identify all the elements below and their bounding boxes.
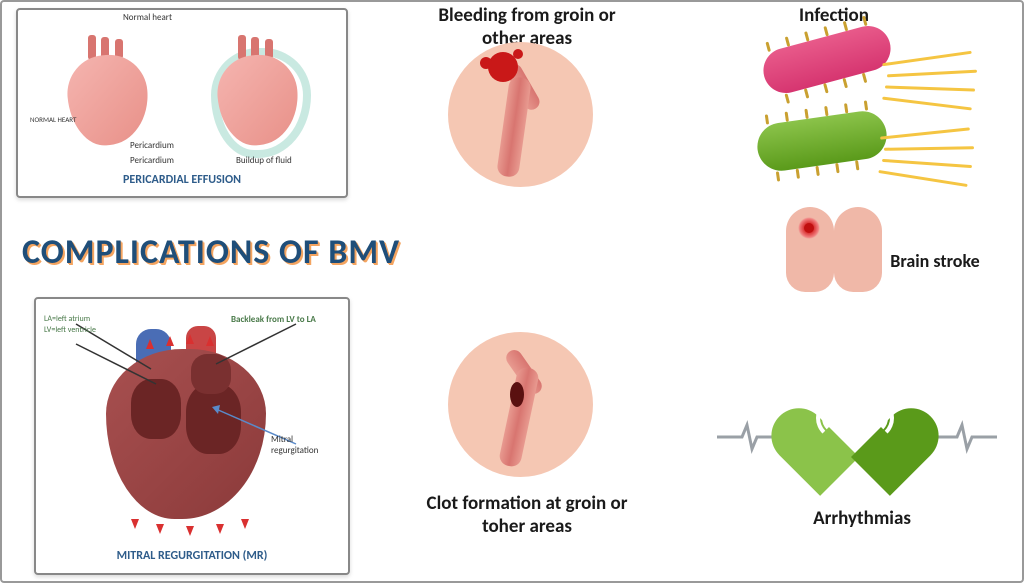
heart-normal-icon [53, 30, 163, 150]
panel-mitral-regurgitation: LA=left atrium LV=left ventricle Backlea… [34, 297, 350, 575]
arrhythmias-heart-icon [800, 372, 910, 472]
brain-stroke-label: Brain stroke [860, 250, 1010, 272]
bacteria-green-icon [754, 108, 889, 174]
panel-pericardial-effusion: Normal heart NORMAL HEART Pericardium Pe… [16, 8, 348, 198]
label-lv: LV=left ventricle [44, 325, 96, 335]
label-mitral-regurg: Mitral regurgitation [271, 434, 341, 456]
heart-effusion-icon [203, 30, 313, 150]
label-normal-heart-top: Normal heart [123, 12, 172, 23]
label-pericardium-1: Pericardium [130, 140, 174, 151]
main-title: COMPLICATIONS OF BMV [22, 232, 400, 273]
label-pericardium-2: Pericardium [130, 155, 174, 166]
infection-label: Infection [774, 4, 894, 27]
clot-icon [448, 332, 593, 477]
heart-crosssection-icon [96, 324, 276, 514]
label-normal-heart: NORMAL HEART [30, 115, 76, 124]
panel1-title: PERICARDIAL EFFUSION [18, 169, 346, 191]
label-fluid-buildup: Buildup of fluid [236, 155, 292, 166]
label-la: LA=left atrium [44, 314, 90, 324]
label-backleak: Backleak from LV to LA [231, 314, 341, 325]
bacteria-pink-icon [758, 21, 895, 98]
clot-label: Clot formation at groin or toher areas [422, 492, 632, 538]
panel2-title: MITRAL REGURGITATION (MR) [36, 545, 348, 567]
arrhythmias-label: Arrhythmias [782, 507, 942, 530]
bleeding-icon [448, 42, 593, 187]
